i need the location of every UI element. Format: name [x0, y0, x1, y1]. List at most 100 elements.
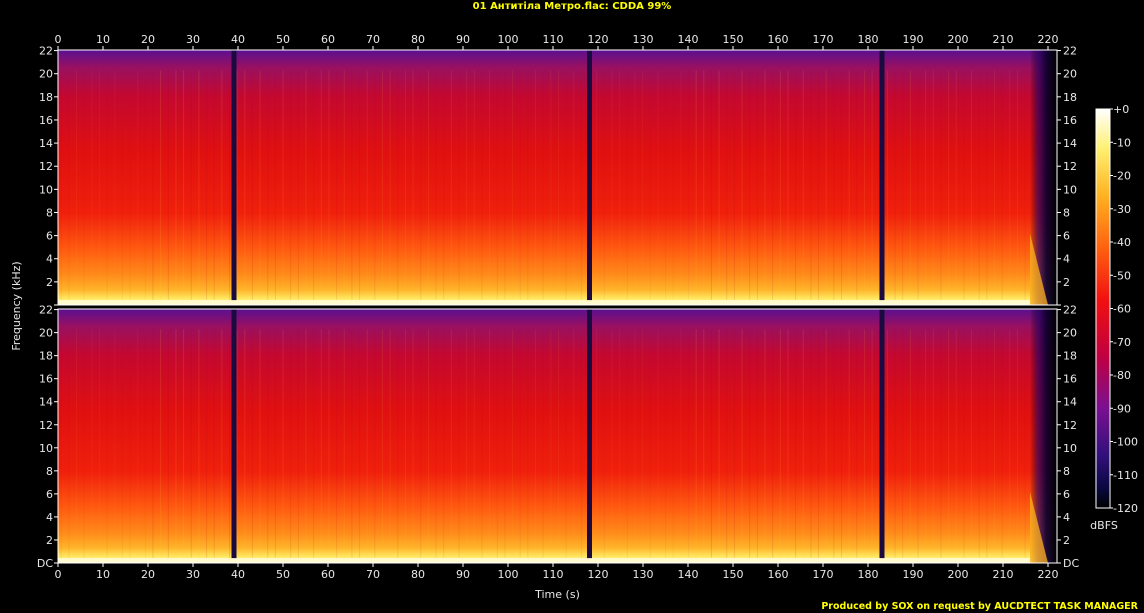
y-axis-label: Frequency (kHz): [10, 261, 23, 350]
y-tick-label: 14: [39, 137, 53, 150]
x-tick-label: 40: [231, 568, 245, 581]
x-tick-label: 50: [276, 33, 290, 46]
x-tick-label: 200: [948, 568, 969, 581]
x-tick-label: 100: [498, 33, 519, 46]
colorbar-tick-label: -100: [1113, 436, 1138, 449]
y-tick-label: 2: [46, 534, 53, 547]
y-tick-label: 12: [1063, 419, 1077, 432]
x-tick-label: 160: [768, 568, 789, 581]
x-tick-label: 220: [1038, 568, 1059, 581]
x-tick-label: 70: [366, 33, 380, 46]
colorbar-tick-label: -120: [1113, 502, 1138, 515]
y-tick-label: 20: [1063, 68, 1077, 81]
y-tick-label: 18: [39, 91, 53, 104]
credit-footer: Produced by SOX on request by AUCDTECT T…: [821, 601, 1138, 612]
colorbar-tick-label: -110: [1113, 469, 1138, 482]
x-tick-label: 170: [813, 33, 834, 46]
colorbar-tick-label: -20: [1113, 170, 1131, 183]
x-tick-label: 20: [141, 33, 155, 46]
y-tick-label: 6: [1063, 488, 1070, 501]
y-tick-label: 12: [39, 160, 53, 173]
channel-1-panel: [57, 49, 1058, 306]
x-tick-label: 120: [588, 568, 609, 581]
colorbar-tick-label: -30: [1113, 203, 1131, 216]
y-tick-label: 12: [1063, 160, 1077, 173]
x-tick-label: 30: [186, 33, 200, 46]
x-tick-label: 60: [321, 33, 335, 46]
y-tick-label: 8: [46, 465, 53, 478]
y-tick-label: 10: [39, 183, 53, 196]
y-tick-label: 22: [1063, 304, 1077, 317]
x-tick-label: 10: [96, 568, 110, 581]
y-tick-label: 22: [39, 304, 53, 317]
quiet-gap-band: [587, 309, 592, 559]
quiet-gap-band: [231, 309, 237, 559]
colorbar: +0 -10 -20 -30 -40 -50 -60 -70 -80 -90 -100 -110 -12…: [1090, 103, 1138, 532]
x-tick-label: 60: [321, 568, 335, 581]
colorbar-tick-label: -90: [1113, 402, 1131, 415]
y-tick-label: 16: [1063, 373, 1077, 386]
x-axis: 0 0 10 10 20 20 30 30 40 40 50 50 60 60 70 70 80 80 90 90 10…: [55, 33, 1059, 581]
x-tick-label: 210: [993, 568, 1014, 581]
y-tick-label: 8: [46, 206, 53, 219]
x-tick-label: 200: [948, 33, 969, 46]
y-tick-label: 10: [39, 442, 53, 455]
y-tick-label: 16: [1063, 114, 1077, 127]
x-tick-label: 90: [456, 33, 470, 46]
y-tick-label: 6: [1063, 230, 1070, 243]
y-tick-label: 22: [39, 45, 53, 58]
y-tick-label: 4: [1063, 253, 1070, 266]
y-tick-label: 18: [1063, 350, 1077, 363]
chart-title: 01 Антитіла Метро.flac: CDDA 99%: [472, 1, 672, 12]
x-tick-label: 30: [186, 568, 200, 581]
y-tick-label: 14: [1063, 137, 1077, 150]
y-tick-label: 14: [1063, 396, 1077, 409]
y-tick-label: 2: [1063, 276, 1070, 289]
y-tick-label: 10: [1063, 183, 1077, 196]
colorbar-tick-label: -10: [1113, 136, 1131, 149]
x-tick-label: 140: [678, 568, 699, 581]
x-tick-label: 80: [411, 33, 425, 46]
y-tick-label: 18: [1063, 91, 1077, 104]
y-tick-label: 8: [1063, 206, 1070, 219]
spectrogram-body: [58, 50, 1057, 305]
x-tick-label: 120: [588, 33, 609, 46]
y-tick-label: 4: [46, 253, 53, 266]
channel-2-panel: [57, 308, 1058, 564]
y-tick-label: DC: [1063, 557, 1079, 570]
y-tick-label: 4: [46, 511, 53, 524]
x-tick-label: 160: [768, 33, 789, 46]
x-tick-label: 180: [858, 568, 879, 581]
x-tick-label: 170: [813, 568, 834, 581]
x-tick-label: 220: [1038, 33, 1059, 46]
x-tick-label: 50: [276, 568, 290, 581]
x-tick-label: 90: [456, 568, 470, 581]
quiet-gap-band: [587, 50, 592, 301]
spectrogram-body: [58, 309, 1057, 563]
x-tick-label: 70: [366, 568, 380, 581]
x-tick-label: 80: [411, 568, 425, 581]
y-tick-label: 20: [1063, 327, 1077, 340]
x-tick-label: 0: [55, 568, 62, 581]
x-tick-label: 210: [993, 33, 1014, 46]
colorbar-label: dBFS: [1090, 519, 1118, 532]
y-tick-label: 2: [1063, 534, 1070, 547]
y-tick-label: 16: [39, 373, 53, 386]
x-tick-label: 140: [678, 33, 699, 46]
x-tick-label: 130: [633, 568, 654, 581]
quiet-gap-band: [231, 50, 237, 301]
y-tick-label: 14: [39, 396, 53, 409]
x-tick-label: 190: [903, 568, 924, 581]
x-axis-label: Time (s): [534, 588, 580, 601]
x-tick-label: 190: [903, 33, 924, 46]
x-tick-label: 150: [723, 568, 744, 581]
x-tick-label: 130: [633, 33, 654, 46]
x-tick-label: 180: [858, 33, 879, 46]
x-tick-label: 100: [498, 568, 519, 581]
y-tick-label: 10: [1063, 442, 1077, 455]
colorbar-tick-label: -80: [1113, 369, 1131, 382]
y-tick-label: 20: [39, 327, 53, 340]
colorbar-tick-label: -60: [1113, 303, 1131, 316]
